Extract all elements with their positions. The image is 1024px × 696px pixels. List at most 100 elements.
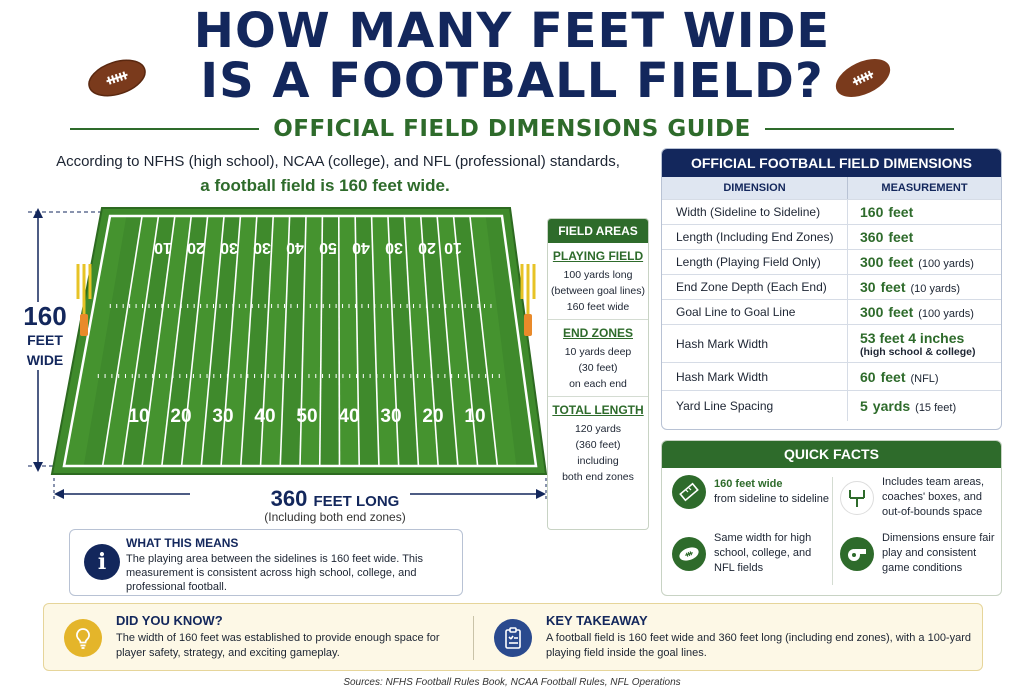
measurement-line: 360 feet xyxy=(860,229,1001,245)
measurement-line: 53 feet 4 inches xyxy=(860,330,1001,346)
divider xyxy=(832,477,833,585)
field-area-line: (360 feet) xyxy=(575,439,621,451)
measurement-unit: feet xyxy=(888,254,914,270)
field-area-line: (between goal lines) xyxy=(551,285,645,297)
divider xyxy=(70,128,260,130)
yard-number-label: 40 xyxy=(254,406,276,427)
quick-fact-text: Same width for high school, college, and… xyxy=(714,532,812,574)
length-number: 360 xyxy=(270,486,308,511)
length-dimension: 360 FEET LONG xyxy=(215,486,455,512)
subtitle-row: OFFICIAL FIELD DIMENSIONS GUIDE xyxy=(70,112,955,146)
quick-fact-text: Includes team areas, coaches' boxes, and… xyxy=(882,476,985,518)
field-area-playing-field: PLAYING FIELD 100 yards long (between go… xyxy=(548,243,648,319)
yard-number-label: 10 xyxy=(464,406,486,427)
measurement-unit: feet xyxy=(888,204,914,220)
sources-footnote: Sources: NFHS Football Rules Book, NCAA … xyxy=(343,677,681,688)
dimension-cell: Length (Including End Zones) xyxy=(662,225,848,249)
field-area-title: TOTAL LENGTH xyxy=(552,403,644,417)
measurement-value: 60 xyxy=(860,368,876,385)
measurement-value: 160 xyxy=(860,204,884,220)
yard-number-label: 10 xyxy=(128,406,150,427)
measurement-value: 360 xyxy=(860,229,884,245)
measurement-unit: yards xyxy=(872,398,911,414)
key-takeaway-text: A football field is 160 feet wide and 36… xyxy=(546,632,971,659)
yard-number-label: 40 xyxy=(352,239,370,256)
divider xyxy=(764,128,955,130)
what-this-means-box: i WHAT THIS MEANS The playing area betwe… xyxy=(69,529,463,596)
dimension-cell: Goal Line to Goal Line xyxy=(662,300,848,324)
quick-fact-item: 160 feet wide from sideline to sideline xyxy=(672,475,830,509)
measurement-unit: feet xyxy=(888,304,914,320)
whistle-icon xyxy=(840,536,874,571)
yard-number-label: 50 xyxy=(319,239,337,256)
measurement-note: (15 feet) xyxy=(915,402,957,414)
yard-number-label: 40 xyxy=(338,406,360,427)
table-row: Goal Line to Goal Line 300 feet (100 yards) xyxy=(662,299,1001,324)
field-areas-title: FIELD AREAS xyxy=(548,219,648,243)
field-area-title: PLAYING FIELD xyxy=(552,249,644,263)
field-areas-panel: FIELD AREAS PLAYING FIELD 100 yards long… xyxy=(547,218,649,530)
measurement-line: 5 yards (15 feet) xyxy=(860,398,1001,414)
did-you-know-title: DID YOU KNOW? xyxy=(116,613,223,628)
field-area-line: including xyxy=(577,455,619,467)
measurement-cell: 30 feet (10 yards) xyxy=(848,275,1001,299)
info-icon: i xyxy=(84,544,120,580)
field-area-line: 100 yards long xyxy=(563,269,633,281)
yard-number-label: 20 xyxy=(170,406,192,427)
measurement-unit: feet xyxy=(880,279,906,295)
measurement-note: (100 yards) xyxy=(918,258,974,270)
yard-number-label: 30 xyxy=(212,406,234,427)
measurement-cell: 160 feet xyxy=(848,200,1001,224)
football-icon xyxy=(88,59,146,97)
yard-number-label: 50 xyxy=(296,406,318,427)
quick-fact-item: Dimensions ensure fair play and consiste… xyxy=(840,531,998,576)
measurement-cell: 300 feet (100 yards) xyxy=(848,250,1001,274)
measurement-value: 30 xyxy=(860,279,876,295)
measurement-note: (high school & college) xyxy=(860,345,976,358)
length-subtitle: (Including both end zones) xyxy=(264,510,406,524)
length-unit: FEET LONG xyxy=(313,493,400,510)
bottom-info-band: DID YOU KNOW? The width of 160 feet was … xyxy=(43,603,983,671)
measurement-line: 60 feet (NFL) xyxy=(860,369,1001,385)
table-row: Length (Playing Field Only) 300 feet (100 y… xyxy=(662,249,1001,274)
field-area-line: 10 yards deep xyxy=(564,346,632,358)
field-area-total-length: TOTAL LENGTH 120 yards (360 feet) includ… xyxy=(548,396,648,489)
column-header-measurement: MEASUREMENT xyxy=(881,182,968,194)
football-icon xyxy=(672,536,706,571)
measurement-note: (100 yards) xyxy=(918,308,974,320)
dimension-cell: Width (Sideline to Sideline) xyxy=(662,200,848,224)
measurement-cell: 53 feet 4 inches (high school & college) xyxy=(848,325,1001,362)
dimension-cell: Hash Mark Width xyxy=(662,325,848,362)
measurement-cell: 300 feet (100 yards) xyxy=(848,300,1001,324)
field-area-end-zones: END ZONES 10 yards deep (30 feet) on eac… xyxy=(548,319,648,396)
width-number: 160 xyxy=(23,301,67,331)
measurement-line: 300 feet (100 yards) xyxy=(860,304,1001,320)
measurement-value: 300 xyxy=(860,304,884,320)
quick-fact-item: Includes team areas, coaches' boxes, and… xyxy=(840,475,998,520)
football-field-illustration: 10 20 30 30 40 50 40 30 20 10 10 20 30 40 50 40 30 20 10 … xyxy=(20,204,560,534)
ruler-icon xyxy=(672,475,706,509)
intro-highlight: a football field is 160 feet wide. xyxy=(200,176,450,195)
table-row: Hash Mark Width 60 feet (NFL) xyxy=(662,362,1001,390)
yard-number-label: 30 xyxy=(253,239,271,256)
measurement-note: (10 yards) xyxy=(910,283,961,295)
dimension-cell: Length (Playing Field Only) xyxy=(662,250,848,274)
dimension-cell: End Zone Depth (Each End) xyxy=(662,275,848,299)
key-takeaway-title: KEY TAKEAWAY xyxy=(546,613,648,628)
field-graphic xyxy=(28,207,548,508)
yard-number-label: 40 xyxy=(286,239,304,256)
football-icon xyxy=(835,59,891,97)
measurement-cell: 360 feet xyxy=(848,225,1001,249)
width-unit-2: WIDE xyxy=(26,352,64,368)
yard-number-label: 10 xyxy=(444,239,462,256)
measurement-cell: 5 yards (15 feet) xyxy=(848,391,1001,421)
measurement-cell: 60 feet (NFL) xyxy=(848,363,1001,390)
quick-facts-panel: QUICK FACTS 160 feet wide from sideline t… xyxy=(661,440,1002,596)
measurement-line: 160 feet xyxy=(860,204,1001,220)
yard-number-label: 20 xyxy=(422,406,444,427)
did-you-know-text: The width of 160 feet was established to… xyxy=(116,632,440,659)
field-area-line: 160 feet wide xyxy=(566,301,630,313)
yard-number-label: 30 xyxy=(385,239,403,256)
measurement-line: 30 feet (10 yards) xyxy=(860,279,1001,295)
measurement-note: (NFL) xyxy=(910,372,939,385)
